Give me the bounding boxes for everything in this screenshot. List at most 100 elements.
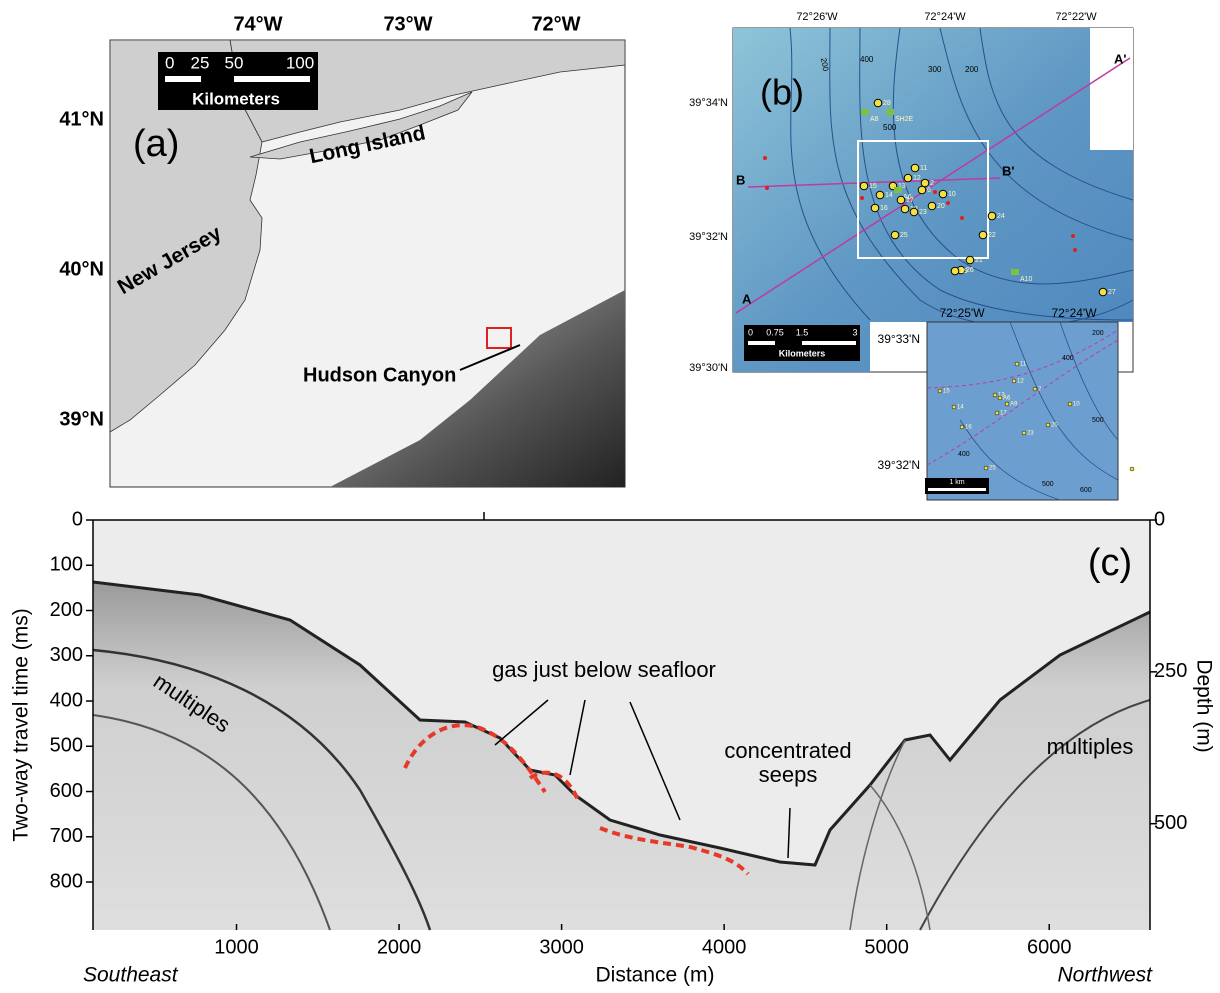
site-marker [860,182,868,190]
site-marker [1046,423,1050,427]
site-label: 22 [1135,467,1142,473]
site-marker [998,396,1002,400]
section-label: B' [1002,163,1014,178]
site-label: 27 [1108,289,1116,296]
y-tick-label: 400 [50,689,83,711]
axis-title: Depth (m) [1192,659,1215,752]
scale-label: 0 [165,53,174,72]
site-label: 17 [906,197,914,204]
site-label: 2 [930,180,934,187]
x-tick-label: 2000 [377,936,422,958]
section-label: A' [1114,51,1126,66]
contour-label: 500 [1042,481,1054,488]
panel-label: (a) [133,123,179,165]
site-marker [861,109,869,115]
site-marker [952,405,956,409]
lat-label: 39°30'N [689,362,728,374]
site-label: 11 [920,165,927,172]
lat-label: 39°32'N [878,458,920,472]
seep-marker [1071,234,1075,238]
y-tick-label: 300 [50,644,83,666]
y-tick-label: 800 [50,870,83,892]
y2-tick-label: 500 [1154,812,1187,834]
scale-unit: Kilometers [192,89,280,108]
contour-label: 400 [860,55,874,64]
contour-label: 200 [1092,330,1104,337]
site-label: 22 [988,232,996,239]
annotation: concentrated [724,738,851,763]
site-marker [960,425,964,429]
contour-label: 600 [1080,487,1092,494]
contour-label: 300 [928,65,942,74]
panel-label: (b) [760,72,804,113]
site-marker [1011,269,1019,275]
lat-label: 40°N [59,258,104,280]
site-marker [1099,288,1107,296]
annotation: seeps [759,762,818,787]
panel-c: gas just below seafloor concentrated see… [10,508,1216,986]
site-label: 25 [989,466,996,472]
contour-label: 400 [958,451,970,458]
site-marker [876,191,884,199]
seep-marker [946,201,950,205]
lat-label: 39°34'N [689,97,728,109]
lat-label: 39°33'N [878,332,920,346]
site-marker [928,202,936,210]
site-label: 16 [965,425,972,431]
y2-tick-label: 0 [1154,508,1165,530]
site-label: 20 [937,203,945,210]
site-marker [993,393,997,397]
site-marker [984,466,988,470]
site-marker [1005,402,1009,406]
site-marker [894,187,902,193]
site-label: 10 [1073,402,1080,408]
site-label: 12 [913,175,921,182]
site-label: 23 [919,209,927,216]
site-marker [1130,467,1134,471]
contour-label: 500 [1092,417,1104,424]
site-label: 28 [883,100,891,107]
site-label: 11 [1020,362,1027,368]
y2-tick-label: 250 [1154,660,1187,682]
direction-label: Northwest [1057,964,1153,987]
scale-bar [775,341,802,345]
site-marker [897,196,905,204]
site-label: A9 [1010,402,1018,408]
site-label: 6 [927,187,931,194]
site-marker [951,267,959,275]
site-label: 16 [880,205,888,212]
site-marker [966,256,974,264]
seep-marker [960,216,964,220]
direction-label: Southeast [83,964,179,987]
site-marker [904,174,912,182]
scale-bar [201,76,234,82]
lon-label: 72°24'W [924,11,966,23]
scale-label: 50 [225,53,244,72]
y-tick-label: 600 [50,780,83,802]
site-marker [938,389,942,393]
scale-unit: Kilometers [779,348,826,358]
panel-label: (c) [1088,542,1132,584]
lat-label: 39°32'N [689,231,728,243]
x-tick-label: 3000 [539,936,584,958]
annotation: multiples [1047,734,1134,759]
y-tick-label: 100 [50,554,83,576]
site-label: 15 [943,389,950,395]
contour-label: 200 [965,65,979,74]
section-label: A [742,291,752,306]
site-label: 17 [1000,411,1007,417]
y-tick-label: 200 [50,599,83,621]
panel-a: 0 25 50 100 Kilometers (a) Long Island N… [59,13,625,487]
figure: 0 25 50 100 Kilometers (a) Long Island N… [0,0,1220,988]
site-label: 14 [885,192,893,199]
scale-label: 0 [748,327,753,337]
site-marker [1068,402,1072,406]
scale-label: 0.75 [766,327,784,337]
site-marker [871,204,879,212]
axis-title: Distance (m) [595,964,714,987]
site-marker [1022,431,1026,435]
site-label: 23 [1027,431,1034,437]
annotation: gas just below seafloor [492,657,716,682]
panel-b: (b) A A' B B' 200 400 300 200 500 0 0.75… [689,11,1142,500]
seep-marker [933,190,937,194]
